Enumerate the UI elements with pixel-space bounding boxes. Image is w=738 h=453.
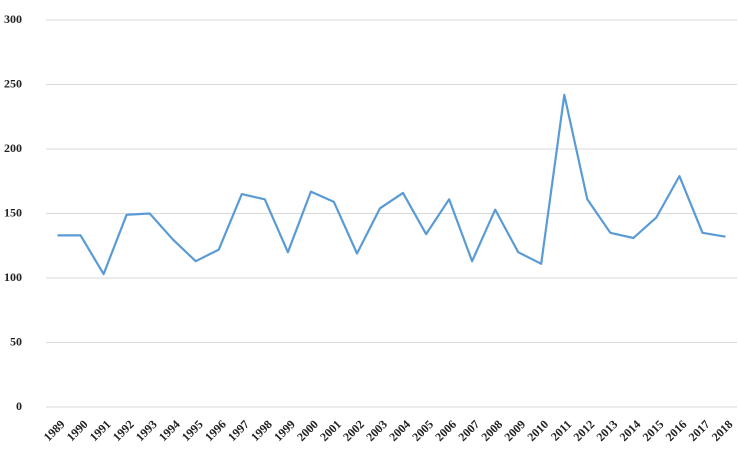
x-tick-label: 2004 [386, 417, 413, 444]
y-tick-label: 200 [4, 141, 22, 155]
y-tick-label: 300 [4, 12, 22, 26]
x-tick-label: 2001 [317, 417, 344, 444]
x-tick-label: 1992 [110, 417, 137, 444]
x-tick-label: 1998 [248, 417, 275, 444]
x-tick-label: 2002 [340, 417, 367, 444]
x-tick-label: 2010 [524, 417, 551, 444]
x-tick-label: 1997 [225, 417, 252, 444]
x-tick-label: 2014 [617, 417, 644, 444]
x-tick-label: 2011 [548, 417, 574, 443]
x-tick-label: 1994 [156, 417, 183, 444]
x-tick-label: 2000 [294, 417, 321, 444]
x-tick-label: 1991 [87, 417, 114, 444]
x-tick-label: 2007 [455, 417, 482, 444]
x-tick-label: 2016 [663, 417, 690, 444]
y-tick-label: 100 [4, 270, 22, 284]
data-line [57, 93, 726, 276]
x-tick-label: 2009 [501, 417, 528, 444]
x-tick-label: 2003 [363, 417, 390, 444]
x-tick-label: 2015 [640, 417, 667, 444]
x-tick-label: 2013 [594, 417, 621, 444]
x-tick-label: 1993 [133, 417, 160, 444]
y-tick-label: 50 [10, 334, 22, 348]
x-tick-label: 2006 [432, 417, 459, 444]
x-tick-label: 1996 [202, 417, 229, 444]
y-tick-label: 0 [16, 399, 22, 413]
x-tick-label: 1990 [64, 417, 91, 444]
x-tick-label: 1989 [41, 417, 68, 444]
y-tick-label: 150 [4, 205, 22, 219]
x-tick-label: 2012 [570, 417, 597, 444]
x-tick-label: 1999 [271, 417, 298, 444]
x-tick-label: 2017 [686, 417, 713, 444]
x-tick-label: 2008 [478, 417, 505, 444]
x-tick-label: 1995 [179, 417, 206, 444]
x-tick-label: 2005 [409, 417, 436, 444]
x-tick-label: 2018 [709, 417, 736, 444]
y-tick-label: 250 [4, 76, 22, 90]
